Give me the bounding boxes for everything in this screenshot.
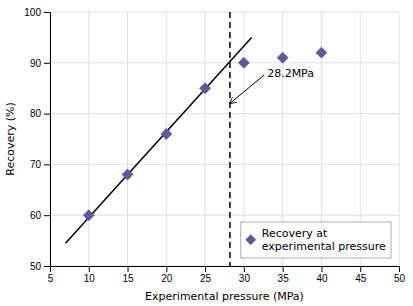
annotation-arrow: [230, 75, 264, 103]
tick: 15: [122, 266, 134, 284]
tick-mark: [205, 266, 206, 272]
tick-mark: [89, 266, 90, 272]
y-axis-title: Recovery (%): [4, 102, 17, 176]
tick-mark: [244, 266, 245, 272]
tick: 60: [30, 210, 50, 221]
tick-label: 20: [161, 273, 173, 284]
axis-line: [51, 267, 400, 273]
point: [161, 128, 172, 139]
point: [83, 210, 94, 221]
grid-line-y: [50, 215, 399, 216]
grid-line-y: [50, 113, 399, 114]
tick-label: 50: [394, 273, 406, 284]
tick-mark: [321, 266, 322, 272]
tick-label: 15: [122, 273, 134, 284]
tick-mark: [399, 266, 400, 272]
tick-label: 60: [30, 210, 42, 221]
grid-line-x: [399, 12, 400, 266]
tick-label: 25: [200, 273, 212, 284]
axis-line: [44, 13, 51, 267]
grid-line-x: [205, 12, 206, 266]
tick: 20: [161, 266, 173, 284]
tick-mark: [166, 266, 167, 272]
reference-line: [229, 12, 231, 266]
tick: 10: [84, 266, 96, 284]
tick-label: 30: [239, 273, 251, 284]
grid-line-y: [50, 12, 399, 13]
tick: 90: [30, 58, 50, 69]
tick-label: 35: [278, 273, 290, 284]
tick-label: 40: [316, 273, 328, 284]
tick-mark: [44, 215, 50, 216]
tick: 50: [30, 261, 50, 272]
tick-label: 70: [30, 159, 42, 170]
x-axis-title: Experimental pressure (MPa): [145, 290, 304, 303]
plot: 5 10 15 20 25 30 35 40 45 50 50 60 70 80 90 100 28.2MPa R…: [24, 7, 405, 284]
grid-line-x: [88, 12, 89, 266]
tick-label: 45: [355, 273, 367, 284]
tick-mark: [44, 12, 50, 13]
legend-label: Recovery atexperimental pressure: [262, 227, 386, 253]
tick: 80: [30, 108, 50, 119]
grid: [50, 12, 399, 266]
tick-mark: [44, 114, 50, 115]
tick-label: 5: [48, 273, 54, 284]
point: [122, 169, 133, 180]
tick: 35: [278, 266, 290, 284]
grid-line-x: [127, 12, 128, 266]
point: [277, 52, 288, 63]
tick-mark: [44, 164, 50, 165]
tick-mark: [128, 266, 129, 272]
grid-line-y: [50, 62, 399, 63]
chart: 5 10 15 20 25 30 35 40 45 50 50 60 70 80 90 100 28.2MPa R…: [0, 0, 413, 306]
trend-line: [66, 37, 252, 243]
tick: 100: [24, 7, 50, 18]
annotation: 28.2MPa: [267, 67, 314, 80]
tick: 30: [239, 266, 251, 284]
tick: 70: [30, 159, 50, 170]
point: [200, 83, 211, 94]
tick-mark: [44, 266, 50, 267]
tick: 50: [394, 266, 406, 284]
legend-marker: [246, 235, 256, 245]
x-axis: 5 10 15 20 25 30 35 40 45 50: [48, 266, 406, 284]
tick-label: 100: [24, 7, 41, 18]
legend-frame: [241, 222, 391, 258]
tick-mark: [283, 266, 284, 272]
tick: 40: [316, 266, 328, 284]
tick-mark: [44, 63, 50, 64]
tick: 5: [48, 266, 54, 284]
legend: Recovery atexperimental pressure: [241, 222, 391, 258]
y-axis: 50 60 70 80 90 100: [24, 7, 50, 272]
tick-label: 90: [30, 58, 42, 69]
tick-label: 80: [30, 108, 42, 119]
point: [238, 57, 249, 68]
tick: 25: [200, 266, 212, 284]
tick: 45: [355, 266, 367, 284]
grid-line-y: [50, 164, 399, 165]
tick-mark: [360, 266, 361, 272]
tick-label: 50: [30, 261, 42, 272]
tick-label: 10: [84, 273, 96, 284]
point: [316, 47, 327, 58]
